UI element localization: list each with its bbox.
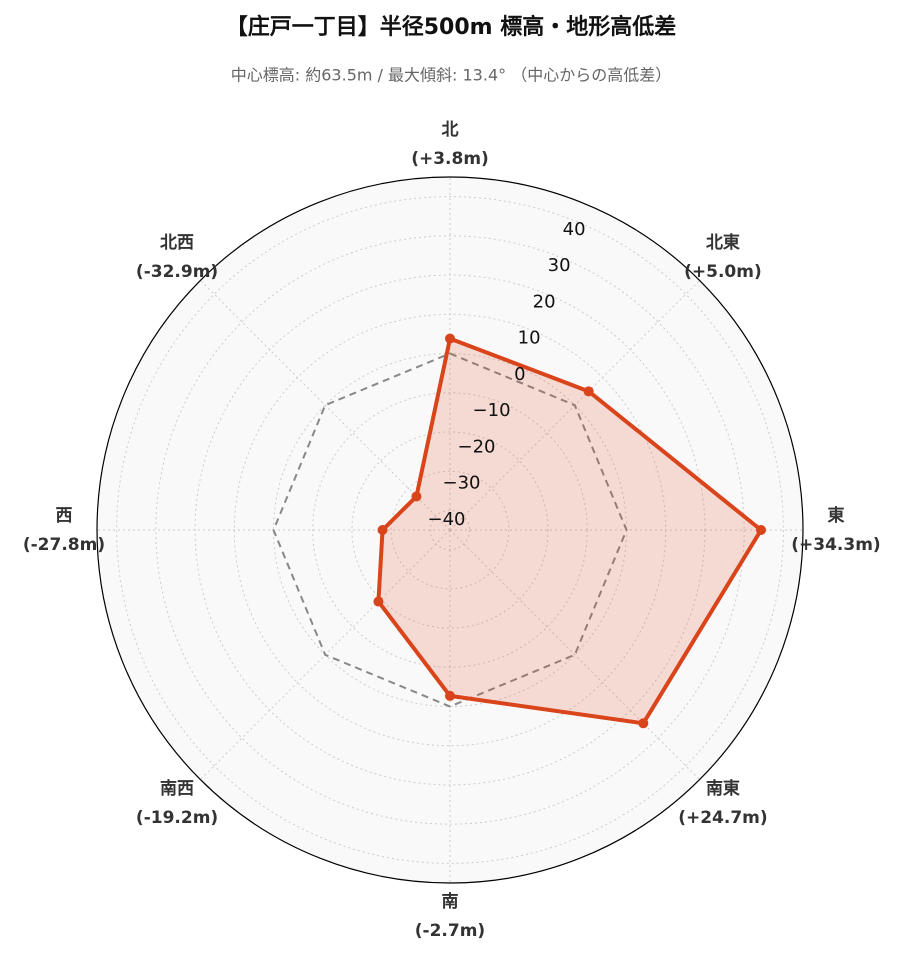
value-label: (-32.9m) <box>136 262 218 282</box>
data-point <box>411 491 422 502</box>
grid-circle <box>312 392 588 668</box>
r-tick-label: 40 <box>563 219 586 240</box>
data-point <box>756 525 767 535</box>
value-label: (-2.7m) <box>415 921 485 941</box>
chart-title: 【庄戸一丁目】半径500m 標高・地形高低差 <box>226 14 677 40</box>
category-label: 南 <box>442 891 459 912</box>
data-point <box>445 690 455 701</box>
category-label: 西 <box>56 506 73 526</box>
chart-subtitle: 中心標高: 約63.5m / 最大傾斜: 13.4° （中心からの高低差） <box>231 66 671 85</box>
data-point <box>373 596 384 607</box>
grid-circle <box>351 431 549 629</box>
value-label: (-19.2m) <box>136 808 218 828</box>
data-point <box>377 525 388 535</box>
category-label: 南西 <box>160 778 194 799</box>
grid-circle <box>390 470 510 590</box>
value-label: (-27.8m) <box>23 535 105 555</box>
grid-circle <box>155 235 745 825</box>
value-label: (+24.7m) <box>678 808 767 828</box>
r-tick-label: 10 <box>518 328 541 349</box>
value-label: (+5.0m) <box>684 262 762 282</box>
grid-circle <box>194 274 706 786</box>
category-label: 北西 <box>160 233 194 253</box>
r-tick-label: −30 <box>443 473 481 494</box>
r-tick-label: −10 <box>473 400 511 421</box>
category-label: 東 <box>828 505 845 526</box>
grid-spoke <box>449 529 700 780</box>
value-label: (+34.3m) <box>791 535 880 555</box>
grid-spoke <box>200 280 451 531</box>
r-tick-label: 30 <box>548 255 571 276</box>
r-tick-label: −40 <box>428 509 466 530</box>
data-point <box>583 386 594 397</box>
reference-line <box>272 352 628 708</box>
category-label: 北東 <box>706 232 740 253</box>
data-point <box>445 333 455 344</box>
data-point <box>638 718 649 729</box>
value-label: (+3.8m) <box>411 149 489 169</box>
grid-circle <box>116 196 784 864</box>
category-label: 北 <box>442 120 459 140</box>
r-tick-label: −20 <box>458 436 496 457</box>
grid-circle <box>429 509 471 551</box>
r-tick-label: 20 <box>533 291 556 312</box>
category-label: 南東 <box>706 778 740 799</box>
r-tick-label: 0 <box>514 364 525 385</box>
